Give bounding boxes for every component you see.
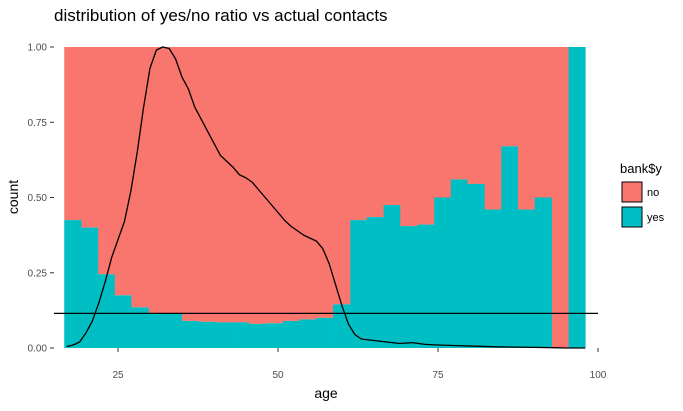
bar-yes-8: [198, 321, 217, 348]
bar-no-5: [148, 47, 166, 314]
bar-yes-14: [299, 319, 317, 348]
bar-yes-27: [518, 209, 536, 348]
bar-yes-26: [501, 146, 519, 348]
y-tick-label-1: 0.25: [28, 268, 48, 279]
bar-no-26: [501, 47, 519, 147]
bar-no-19: [383, 47, 401, 206]
bar-yes-7: [182, 320, 200, 348]
bar-no-10: [232, 47, 250, 323]
legend-swatch-no: [621, 181, 643, 203]
bar-yes-28: [534, 197, 553, 348]
bar-no-6: [165, 47, 183, 314]
legend: bank$y no yes: [620, 161, 665, 228]
bar-yes-2: [98, 274, 116, 348]
bars-layer: [64, 47, 586, 348]
bar-yes-17: [350, 220, 368, 348]
y-tick-label-2: 0.50: [28, 193, 48, 204]
bar-no-29: [551, 47, 569, 348]
bar-no-9: [215, 47, 233, 323]
bar-yes-24: [467, 183, 486, 348]
bar-no-8: [198, 47, 217, 322]
bar-no-4: [131, 47, 150, 308]
bar-yes-23: [450, 179, 468, 348]
x-axis-label: age: [314, 385, 338, 401]
x-tick-label-1: 50: [272, 370, 284, 381]
bar-no-22: [434, 47, 452, 198]
bar-yes-19: [383, 205, 401, 348]
bar-yes-6: [165, 313, 183, 348]
bar-yes-12: [265, 323, 284, 348]
y-tick-label-0: 0.00: [28, 344, 48, 355]
x-tick-label-0: 25: [112, 370, 124, 381]
bar-yes-10: [232, 322, 250, 348]
bar-yes-9: [215, 322, 233, 348]
bar-yes-22: [434, 197, 452, 348]
legend-title: bank$y: [620, 161, 662, 176]
x-tick-label-3: 100: [590, 370, 607, 381]
density-curve-line: [66, 46, 586, 349]
bar-no-21: [417, 47, 435, 225]
bar-no-13: [283, 47, 301, 321]
bar-no-11: [249, 47, 267, 324]
chart-title: distribution of yes/no ratio vs actual c…: [54, 6, 388, 25]
y-tick-label-4: 1.00: [28, 43, 48, 54]
density-curve-layer: [66, 46, 586, 349]
bar-yes-21: [417, 224, 435, 348]
legend-swatch-yes: [621, 206, 643, 228]
bar-yes-15: [316, 317, 334, 348]
bar-yes-1: [81, 227, 99, 348]
bar-no-7: [182, 47, 200, 321]
bar-no-0: [64, 47, 82, 221]
x-axis: 25 50 75 100: [112, 348, 607, 381]
bar-no-24: [467, 47, 486, 184]
x-tick-label-2: 75: [432, 370, 444, 381]
bar-no-16: [333, 47, 351, 305]
legend-label-no: no: [647, 187, 659, 199]
bar-yes-13: [283, 320, 301, 348]
bar-yes-25: [484, 209, 502, 348]
bar-yes-4: [131, 307, 150, 348]
bar-yes-5: [148, 313, 166, 348]
bar-no-28: [534, 47, 553, 198]
bar-yes-20: [400, 226, 418, 348]
bar-no-20: [400, 47, 418, 227]
bar-no-3: [114, 47, 132, 296]
y-axis: 0.00 0.25 0.50 0.75 1.00: [28, 43, 54, 355]
bar-yes-18: [366, 217, 384, 348]
bar-no-15: [316, 47, 334, 318]
bar-no-25: [484, 47, 502, 210]
bar-no-17: [350, 47, 368, 221]
bar-no-2: [98, 47, 116, 275]
bar-yes-0: [64, 220, 82, 348]
bar-no-27: [518, 47, 536, 210]
bar-no-14: [299, 47, 317, 320]
bar-yes-16: [333, 304, 351, 348]
legend-label-yes: yes: [647, 212, 665, 224]
bar-no-18: [366, 47, 384, 218]
bar-yes-3: [114, 295, 132, 348]
bar-no-1: [81, 47, 99, 228]
bar-no-12: [265, 47, 284, 324]
y-tick-label-3: 0.75: [28, 118, 48, 129]
y-axis-label: count: [5, 180, 21, 214]
bar-yes-30: [568, 47, 586, 348]
bar-yes-11: [249, 323, 267, 348]
bar-no-23: [450, 47, 468, 180]
